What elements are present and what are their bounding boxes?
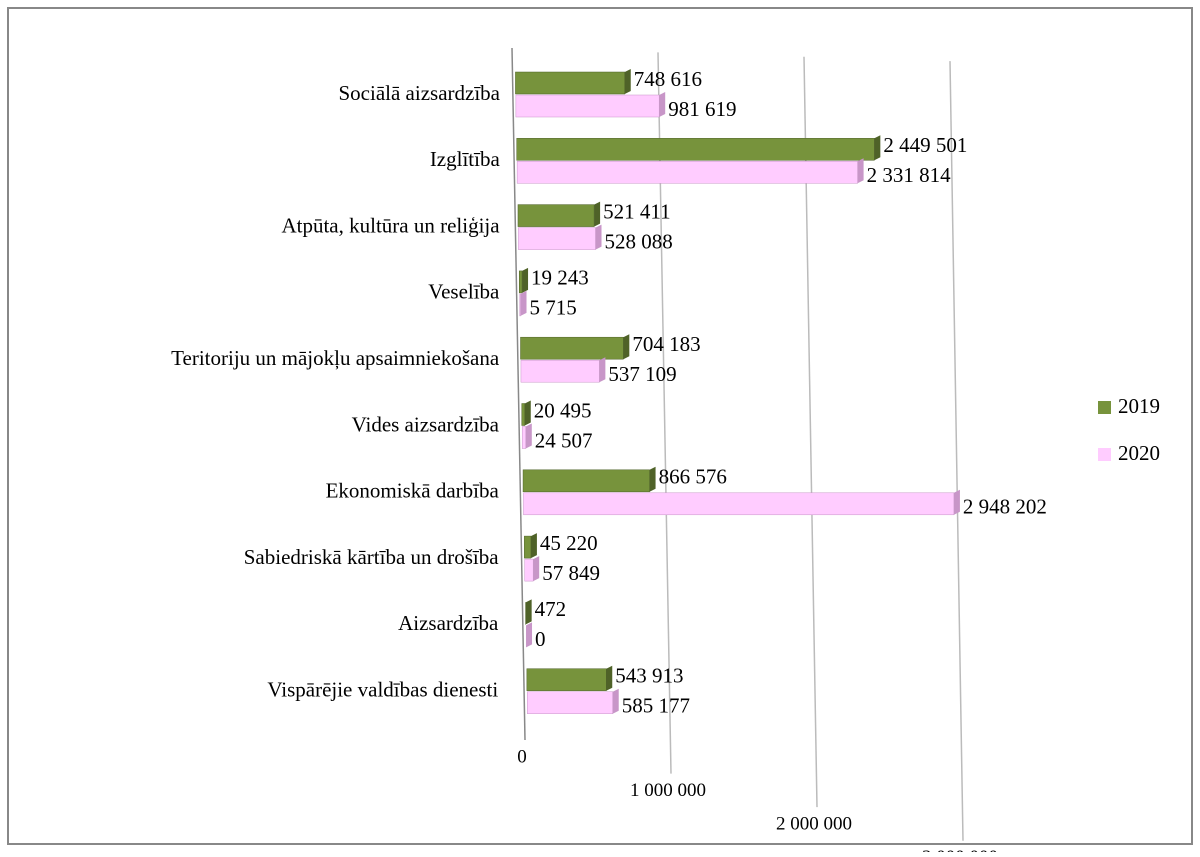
value-label: 0 bbox=[535, 627, 546, 651]
bar-side bbox=[874, 135, 880, 160]
category-label: Veselība bbox=[428, 280, 500, 304]
value-label: 19 243 bbox=[531, 266, 589, 290]
value-label: 528 088 bbox=[605, 229, 673, 253]
value-label: 20 495 bbox=[534, 398, 592, 422]
bar bbox=[522, 427, 526, 449]
bar-side bbox=[613, 689, 619, 714]
bar bbox=[527, 669, 606, 691]
x-tick-label: 2 000 000 bbox=[776, 814, 852, 835]
value-label: 704 183 bbox=[632, 332, 700, 356]
bar-side bbox=[526, 599, 532, 624]
bar-side bbox=[531, 533, 537, 558]
bar bbox=[527, 692, 612, 714]
value-label: 5 715 bbox=[530, 296, 577, 320]
frame bbox=[8, 8, 1192, 844]
value-label: 543 913 bbox=[615, 664, 683, 688]
category-label: Izglītība bbox=[430, 147, 501, 171]
value-label: 2 331 814 bbox=[867, 163, 952, 187]
bar-side bbox=[625, 69, 631, 94]
bar bbox=[517, 138, 875, 160]
x-tick-label: 1 000 000 bbox=[630, 780, 706, 801]
bar bbox=[516, 95, 659, 117]
value-label: 981 619 bbox=[668, 97, 736, 121]
value-label: 45 220 bbox=[540, 531, 598, 555]
bar bbox=[522, 404, 525, 426]
value-label: 57 849 bbox=[542, 561, 600, 585]
bar-side bbox=[594, 202, 600, 227]
legend-label: 2019 bbox=[1118, 394, 1160, 418]
legend-swatch bbox=[1098, 448, 1111, 461]
bar bbox=[521, 337, 624, 359]
bar bbox=[515, 72, 624, 94]
bar-side bbox=[623, 334, 629, 359]
category-label: Aizsardzība bbox=[398, 611, 499, 635]
bar bbox=[517, 161, 857, 183]
bar bbox=[523, 470, 650, 492]
value-label: 472 bbox=[535, 597, 567, 621]
category-label: Sabiedriskā kārtība un drošība bbox=[244, 545, 500, 569]
value-label: 748 616 bbox=[634, 67, 702, 91]
category-label: Atpūta, kultūra un reliģija bbox=[281, 213, 500, 237]
category-label: Sociālā aizsardzība bbox=[339, 81, 501, 105]
bar bbox=[518, 205, 594, 227]
category-label: Teritoriju un mājokļu apsaimniekošana bbox=[171, 346, 500, 370]
bar-side bbox=[659, 92, 665, 117]
x-tick-label: 3 000 000 bbox=[922, 847, 998, 852]
x-tick-label: 0 bbox=[517, 746, 527, 767]
value-label: 2 449 501 bbox=[883, 133, 967, 157]
bar bbox=[519, 271, 522, 293]
bar-side bbox=[954, 490, 960, 515]
value-label: 521 411 bbox=[603, 199, 670, 223]
category-label: Vides aizsardzība bbox=[352, 412, 500, 436]
bar-side bbox=[526, 622, 532, 647]
bar-side bbox=[526, 424, 532, 449]
bar bbox=[525, 559, 533, 581]
category-label: Ekonomiskā darbība bbox=[326, 479, 500, 503]
bar-side bbox=[858, 158, 864, 183]
bar-side bbox=[522, 268, 528, 293]
bar-side bbox=[596, 225, 602, 250]
bar-side bbox=[533, 556, 539, 581]
bar bbox=[523, 493, 953, 515]
category-label: Vispārējie valdības dienesti bbox=[267, 678, 498, 702]
legend-swatch bbox=[1098, 401, 1111, 414]
value-label: 866 576 bbox=[659, 465, 727, 489]
bar-side bbox=[521, 291, 527, 316]
bar-side bbox=[650, 467, 656, 492]
bar bbox=[524, 536, 531, 558]
value-label: 24 507 bbox=[535, 428, 593, 452]
value-label: 585 177 bbox=[622, 694, 690, 718]
bar-side bbox=[606, 666, 612, 691]
bar bbox=[518, 228, 595, 250]
bar bbox=[521, 360, 599, 382]
bar-side bbox=[525, 401, 531, 426]
legend-label: 2020 bbox=[1118, 441, 1160, 465]
value-label: 2 948 202 bbox=[963, 495, 1047, 519]
bar-side bbox=[599, 357, 605, 382]
value-label: 537 109 bbox=[608, 362, 676, 386]
bar bbox=[520, 294, 521, 316]
